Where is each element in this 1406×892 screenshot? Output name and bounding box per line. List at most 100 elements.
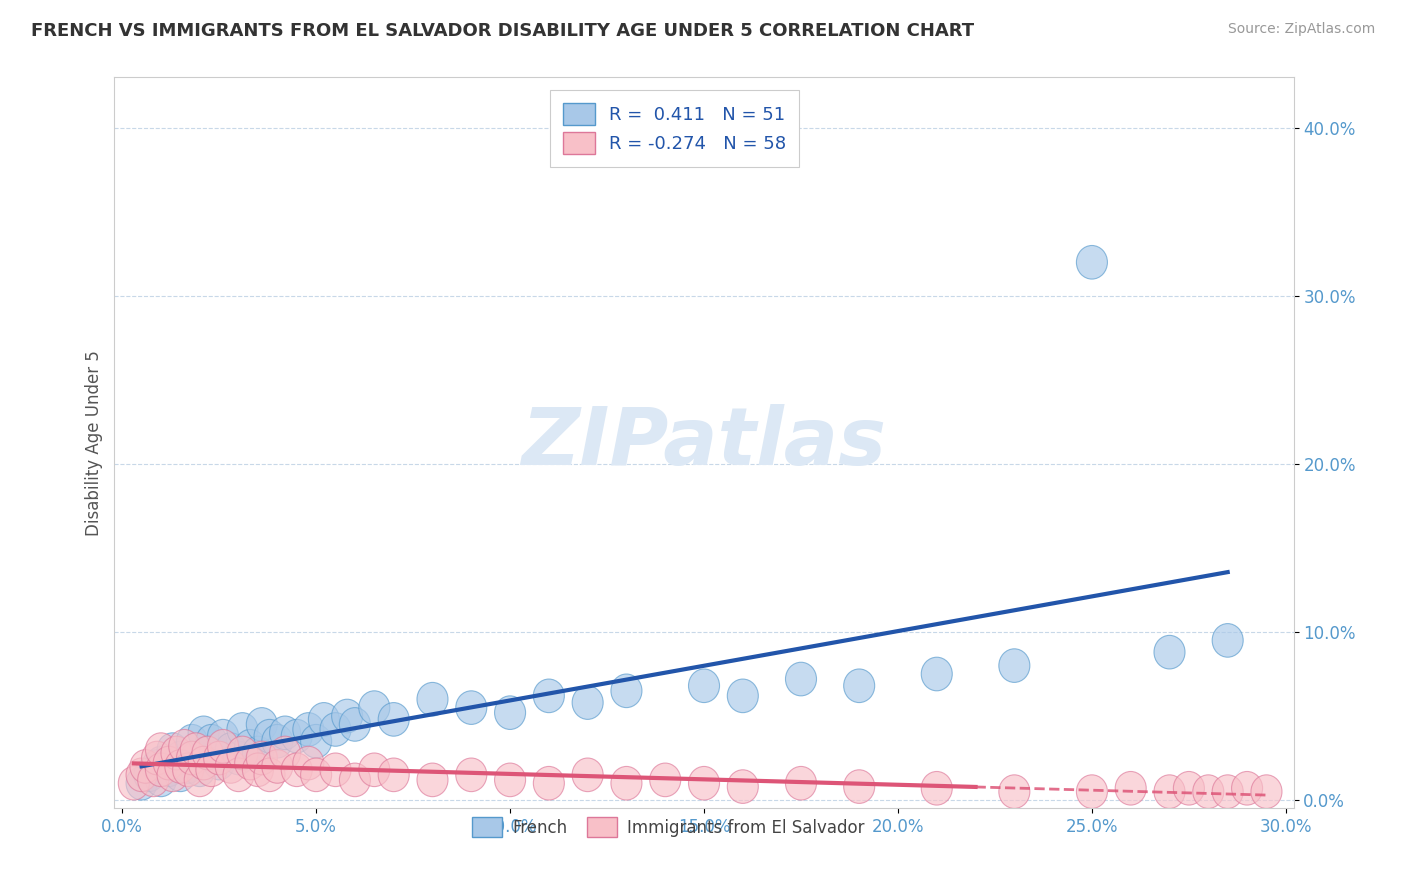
Ellipse shape xyxy=(118,766,149,800)
Ellipse shape xyxy=(195,753,226,787)
Ellipse shape xyxy=(145,747,177,780)
Ellipse shape xyxy=(689,669,720,703)
Ellipse shape xyxy=(1154,775,1185,808)
Ellipse shape xyxy=(1077,775,1108,808)
Ellipse shape xyxy=(262,749,292,783)
Ellipse shape xyxy=(235,730,266,763)
Ellipse shape xyxy=(138,763,169,797)
Ellipse shape xyxy=(998,648,1029,682)
Ellipse shape xyxy=(281,753,312,787)
Legend: French, Immigrants from El Salvador: French, Immigrants from El Salvador xyxy=(465,810,872,844)
Ellipse shape xyxy=(204,747,235,780)
Ellipse shape xyxy=(281,719,312,753)
Ellipse shape xyxy=(173,749,204,783)
Ellipse shape xyxy=(153,753,184,787)
Ellipse shape xyxy=(145,733,177,766)
Ellipse shape xyxy=(165,758,195,791)
Ellipse shape xyxy=(270,716,301,749)
Ellipse shape xyxy=(177,741,208,775)
Ellipse shape xyxy=(1154,635,1185,669)
Text: ZIPatlas: ZIPatlas xyxy=(522,404,887,482)
Ellipse shape xyxy=(572,686,603,719)
Ellipse shape xyxy=(1174,772,1205,805)
Ellipse shape xyxy=(650,763,681,797)
Ellipse shape xyxy=(456,690,486,724)
Ellipse shape xyxy=(204,741,235,775)
Ellipse shape xyxy=(1192,775,1223,808)
Ellipse shape xyxy=(127,766,157,800)
Ellipse shape xyxy=(254,758,285,791)
Ellipse shape xyxy=(456,758,486,791)
Ellipse shape xyxy=(208,719,239,753)
Ellipse shape xyxy=(689,766,720,800)
Ellipse shape xyxy=(418,763,449,797)
Ellipse shape xyxy=(262,724,292,758)
Ellipse shape xyxy=(727,679,758,713)
Ellipse shape xyxy=(246,741,277,775)
Ellipse shape xyxy=(145,753,177,787)
Ellipse shape xyxy=(332,699,363,733)
Ellipse shape xyxy=(195,724,226,758)
Ellipse shape xyxy=(188,716,219,749)
Ellipse shape xyxy=(184,753,215,787)
Ellipse shape xyxy=(235,747,266,780)
Ellipse shape xyxy=(572,758,603,791)
Ellipse shape xyxy=(173,753,204,787)
Ellipse shape xyxy=(208,730,239,763)
Ellipse shape xyxy=(224,758,254,791)
Ellipse shape xyxy=(215,749,246,783)
Ellipse shape xyxy=(188,747,219,780)
Ellipse shape xyxy=(301,758,332,791)
Ellipse shape xyxy=(145,763,177,797)
Ellipse shape xyxy=(169,730,200,763)
Ellipse shape xyxy=(242,753,273,787)
Ellipse shape xyxy=(180,741,211,775)
Ellipse shape xyxy=(193,736,224,770)
Y-axis label: Disability Age Under 5: Disability Age Under 5 xyxy=(86,350,103,536)
Ellipse shape xyxy=(921,657,952,690)
Ellipse shape xyxy=(127,758,157,791)
Ellipse shape xyxy=(321,713,352,747)
Ellipse shape xyxy=(142,749,173,783)
Ellipse shape xyxy=(418,682,449,716)
Ellipse shape xyxy=(339,707,370,741)
Ellipse shape xyxy=(359,690,389,724)
Ellipse shape xyxy=(1212,775,1243,808)
Ellipse shape xyxy=(184,763,215,797)
Ellipse shape xyxy=(215,733,246,766)
Ellipse shape xyxy=(378,758,409,791)
Ellipse shape xyxy=(1077,245,1108,279)
Ellipse shape xyxy=(1115,772,1146,805)
Ellipse shape xyxy=(129,749,160,783)
Ellipse shape xyxy=(844,669,875,703)
Ellipse shape xyxy=(308,703,339,736)
Ellipse shape xyxy=(180,733,211,766)
Ellipse shape xyxy=(254,719,285,753)
Ellipse shape xyxy=(153,747,184,780)
Ellipse shape xyxy=(612,674,643,707)
Ellipse shape xyxy=(1232,772,1263,805)
Ellipse shape xyxy=(495,763,526,797)
Ellipse shape xyxy=(786,766,817,800)
Ellipse shape xyxy=(359,753,389,787)
Ellipse shape xyxy=(226,736,257,770)
Ellipse shape xyxy=(177,724,208,758)
Ellipse shape xyxy=(1212,624,1243,657)
Ellipse shape xyxy=(292,713,323,747)
Ellipse shape xyxy=(224,741,254,775)
Ellipse shape xyxy=(495,696,526,730)
Ellipse shape xyxy=(292,747,323,780)
Ellipse shape xyxy=(533,679,564,713)
Ellipse shape xyxy=(844,770,875,804)
Ellipse shape xyxy=(339,763,370,797)
Ellipse shape xyxy=(226,713,257,747)
Ellipse shape xyxy=(160,736,193,770)
Ellipse shape xyxy=(921,772,952,805)
Ellipse shape xyxy=(727,770,758,804)
Ellipse shape xyxy=(193,736,224,770)
Ellipse shape xyxy=(998,775,1029,808)
Ellipse shape xyxy=(533,766,564,800)
Ellipse shape xyxy=(165,749,195,783)
Ellipse shape xyxy=(165,741,195,775)
Ellipse shape xyxy=(1251,775,1282,808)
